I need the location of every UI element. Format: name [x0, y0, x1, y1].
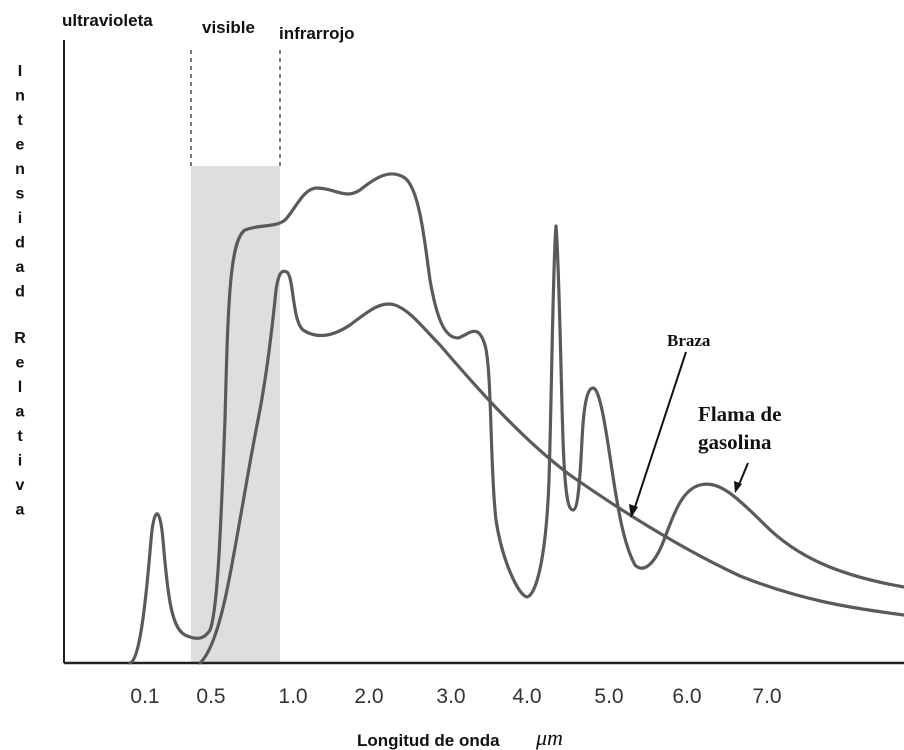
y-axis-title-letter: v [16, 477, 25, 494]
y-axis-title-letter: s [16, 186, 25, 203]
x-tick-label: 6.0 [672, 685, 701, 708]
region-label-infrarrojo: infrarrojo [279, 24, 355, 43]
x-tick-label: 5.0 [594, 685, 623, 708]
y-axis-title-letter: e [16, 137, 25, 154]
flama-pointer-arrowhead [734, 481, 742, 493]
region-label-ultravioleta: ultravioleta [62, 11, 153, 30]
x-axis-label: Longitud de onda [357, 731, 500, 750]
y-axis-title-letter: t [17, 428, 23, 445]
y-axis-title-letter: i [18, 210, 22, 227]
y-axis-title-letter: i [18, 453, 22, 470]
y-axis-title-letter: e [16, 355, 25, 372]
y-axis-title-letter: l [18, 379, 22, 396]
y-axis-title-letter: a [16, 259, 25, 276]
annotation-flama-line2: gasolina [698, 430, 772, 454]
x-tick-label: 3.0 [436, 685, 465, 708]
braza-curve [198, 269, 904, 665]
y-axis-title-letter: I [18, 63, 22, 80]
y-axis-title-letter: d [15, 284, 25, 301]
x-axis-unit: μm [535, 725, 563, 750]
y-axis-title-letter: n [15, 161, 25, 178]
x-tick-label: 1.0 [278, 685, 307, 708]
y-axis-title-letter: a [16, 502, 25, 519]
region-label-visible: visible [202, 18, 255, 37]
y-axis-title-letter: R [14, 330, 26, 347]
y-axis-title-letter: a [16, 404, 25, 421]
braza-pointer [633, 351, 687, 511]
annotation-braza: Braza [667, 331, 711, 350]
annotation-flama-line1: Flama de [698, 402, 781, 426]
y-axis-title-letter: d [15, 235, 25, 252]
y-axis-title-letter: n [15, 88, 25, 105]
gasolina-flame-curve [128, 172, 904, 665]
x-tick-label: 4.0 [512, 685, 541, 708]
y-axis-title-letter: t [17, 112, 23, 129]
x-tick-labels: 0.1 0.5 1.0 2.0 3.0 4.0 5.0 6.0 7.0 [130, 685, 781, 708]
x-tick-label: 2.0 [354, 685, 383, 708]
braza-pointer-arrowhead [629, 504, 638, 518]
x-tick-label: 7.0 [752, 685, 781, 708]
x-tick-label: 0.5 [196, 685, 225, 708]
x-tick-label: 0.1 [130, 685, 159, 708]
visible-band [191, 166, 280, 663]
flama-pointer [737, 462, 749, 488]
